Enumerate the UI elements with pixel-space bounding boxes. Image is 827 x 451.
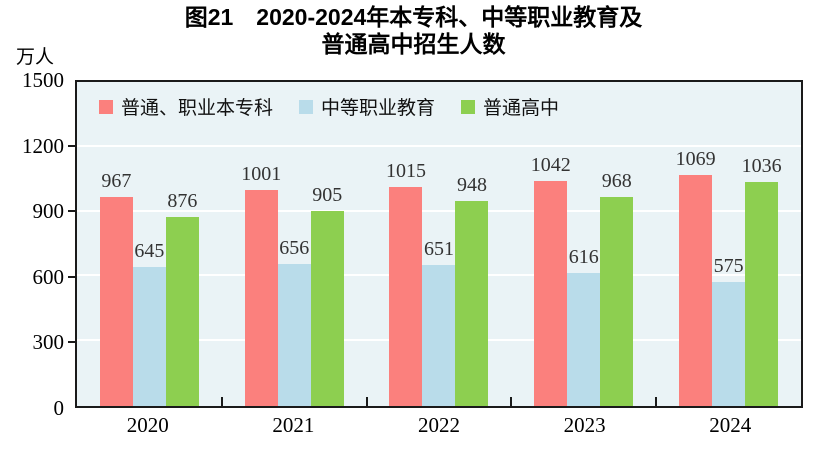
bar-value-label: 1069 bbox=[675, 148, 716, 171]
bar-value-label: 967 bbox=[101, 170, 132, 193]
x-tick-mark bbox=[655, 397, 658, 406]
bar: 645 bbox=[132, 240, 166, 406]
plot-area: 967 645 876 1001 656 905 1015 651 948 1042 616 968 1… bbox=[75, 80, 803, 408]
x-axis-label: 2023 bbox=[563, 413, 606, 437]
bar-value-label: 656 bbox=[279, 237, 310, 260]
legend-item: 普通高中 bbox=[461, 93, 559, 120]
legend-swatch bbox=[99, 99, 113, 114]
bar: 968 bbox=[600, 170, 634, 406]
x-tick-mark bbox=[365, 397, 368, 406]
legend-label: 普通、职业本专科 bbox=[121, 98, 274, 119]
bar: 948 bbox=[455, 174, 489, 406]
x-axis-label: 2021 bbox=[272, 413, 315, 437]
bar-group: 1069 575 1036 bbox=[656, 82, 801, 406]
y-tick-label: 600 bbox=[32, 264, 65, 289]
bar-group: 967 645 876 bbox=[77, 82, 222, 406]
legend-swatch bbox=[461, 99, 476, 114]
bar: 616 bbox=[567, 246, 601, 406]
bar-value-label: 948 bbox=[456, 174, 487, 197]
bar-value-label: 968 bbox=[601, 169, 632, 192]
bar-groups: 967 645 876 1001 656 905 1015 651 948 1042 616 968 1… bbox=[77, 82, 801, 406]
y-tick-label: 300 bbox=[32, 330, 65, 355]
x-axis-labels: 2020 2021 2022 2023 2024 bbox=[75, 413, 803, 443]
y-tick-mark bbox=[68, 341, 75, 344]
bar-value-label: 1042 bbox=[530, 153, 571, 176]
bar-value-label: 616 bbox=[568, 245, 599, 268]
legend-swatch bbox=[299, 99, 314, 114]
y-axis-tick-labels: 0 300 600 900 1200 1500 bbox=[0, 68, 65, 420]
bar: 905 bbox=[310, 184, 344, 406]
bar-group: 1001 656 905 bbox=[222, 82, 367, 406]
chart-title-line2: 普通高中招生人数 bbox=[321, 31, 506, 57]
y-tick-label: 1500 bbox=[22, 68, 64, 92]
bar: 1001 bbox=[241, 163, 281, 406]
x-axis-label: 2024 bbox=[709, 413, 752, 437]
bar-value-label: 876 bbox=[167, 189, 198, 212]
bar: 651 bbox=[422, 238, 456, 406]
bar: 575 bbox=[712, 255, 746, 406]
bar-group: 1015 651 948 bbox=[367, 82, 512, 406]
bar: 1042 bbox=[531, 154, 571, 406]
bar-group: 1042 616 968 bbox=[511, 82, 656, 406]
legend: 普通、职业本专科 中等职业教育 普通高中 bbox=[99, 93, 559, 120]
legend-label: 中等职业教育 bbox=[321, 98, 436, 119]
bar: 656 bbox=[277, 237, 311, 406]
y-tick-mark bbox=[68, 210, 75, 213]
y-tick-mark bbox=[68, 144, 75, 147]
bar: 967 bbox=[99, 170, 133, 406]
bar-value-label: 645 bbox=[134, 239, 165, 262]
x-axis-label: 2020 bbox=[126, 413, 169, 437]
y-axis-unit-label: 万人 bbox=[16, 47, 55, 68]
bar: 1015 bbox=[386, 160, 426, 406]
y-tick-label: 900 bbox=[32, 199, 65, 224]
chart-title-line1: 图21 2020-2024年本专科、中等职业教育及 bbox=[184, 4, 643, 30]
bar-value-label: 905 bbox=[312, 183, 343, 206]
gridline bbox=[77, 144, 801, 147]
y-tick-label: 0 bbox=[53, 396, 65, 420]
legend-item: 普通、职业本专科 bbox=[99, 93, 273, 120]
y-tick-label: 1200 bbox=[22, 133, 64, 158]
bar-value-label: 1036 bbox=[741, 155, 782, 178]
legend-item: 中等职业教育 bbox=[299, 93, 435, 120]
bar-value-label: 1015 bbox=[385, 159, 426, 182]
x-tick-mark bbox=[510, 397, 513, 406]
x-tick-mark bbox=[220, 397, 223, 406]
bar: 1069 bbox=[676, 148, 716, 406]
legend-label: 普通高中 bbox=[483, 98, 560, 119]
gridline bbox=[77, 209, 801, 212]
bar-value-label: 651 bbox=[423, 238, 454, 261]
bar-value-label: 1001 bbox=[241, 162, 282, 185]
y-tick-mark bbox=[68, 275, 75, 278]
bar: 876 bbox=[165, 190, 199, 406]
chart-title: 图21 2020-2024年本专科、中等职业教育及 普通高中招生人数 bbox=[0, 4, 827, 58]
bar: 1036 bbox=[742, 155, 782, 406]
bar-value-label: 575 bbox=[713, 254, 744, 277]
x-axis-label: 2022 bbox=[417, 413, 460, 437]
